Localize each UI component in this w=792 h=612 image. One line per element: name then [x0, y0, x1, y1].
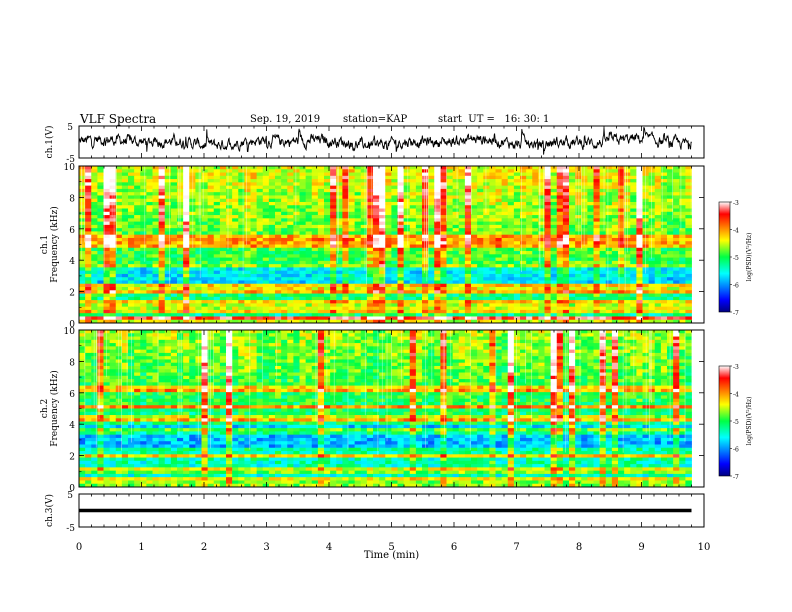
channel-2-spectrogram-image	[79, 330, 692, 488]
colorbar-tick-label: -4	[733, 392, 739, 399]
x-tick-label: 1	[138, 542, 144, 553]
y-tick-label: 5	[67, 491, 73, 501]
x-tick-label: 5	[388, 542, 394, 553]
channel-2-frequency-axis-label: Frequency (kHz)	[49, 370, 60, 447]
y-tick-label: 0	[69, 320, 75, 330]
y-tick-label: 4	[69, 257, 75, 267]
x-tick-label: 10	[698, 542, 711, 553]
y-tick-label: 2	[69, 453, 75, 463]
colorbar-tick-label: -6	[733, 447, 739, 454]
x-tick-label: 4	[326, 542, 332, 553]
y-tick-label: 8	[69, 358, 75, 368]
y-tick-label: 10	[64, 163, 76, 173]
channel-3-voltage-label: ch.3(V)	[44, 494, 55, 527]
colorbar-tick-label: -5	[733, 419, 739, 426]
y-tick-label: 6	[69, 390, 75, 400]
channel-1-name-label: ch.1	[40, 235, 50, 254]
x-tick-label: 0	[76, 542, 82, 553]
x-tick-label: 2	[201, 542, 207, 553]
x-tick-label: 6	[451, 542, 457, 553]
x-tick-label: 9	[638, 542, 644, 553]
colorbar-tick-label: -3	[733, 200, 739, 207]
y-tick-label: 4	[69, 421, 75, 431]
date-label: Sep. 19, 2019	[250, 114, 321, 125]
channel-2-colorbar-label: log(PSD)(V²/Hz)	[746, 397, 753, 446]
x-tick-label: 3	[263, 542, 269, 553]
channel-1-spectrogram-image	[79, 166, 692, 324]
colorbar-tick-label: -5	[733, 255, 739, 262]
colorbar-tick-label: -7	[733, 310, 739, 317]
channel-2-name-label: ch.2	[40, 399, 50, 418]
channel-1-frequency-axis-label: Frequency (kHz)	[49, 206, 60, 283]
channel-2-colorbar	[718, 365, 731, 477]
y-tick-label: 10	[64, 327, 76, 337]
x-tick-label: 7	[513, 542, 519, 553]
panel-2-x-ticks	[78, 166, 705, 323]
x-tick-label: 8	[576, 542, 582, 553]
channel-1-colorbar-label: log(PSD)(V²/Hz)	[746, 233, 753, 282]
y-tick-label: 0	[69, 484, 75, 494]
figure-title: VLF Spectra	[80, 112, 157, 126]
y-tick-label: -5	[66, 155, 75, 165]
station-label: station=KAP	[343, 114, 408, 125]
x-axis-label: Time (min)	[364, 550, 419, 561]
colorbar-tick-label: -6	[733, 283, 739, 290]
y-tick-label: 8	[69, 194, 75, 204]
panel-3-x-ticks	[78, 330, 705, 487]
colorbar-tick-label: -7	[733, 474, 739, 481]
start-time-label: start UT = 16: 30: 1	[438, 114, 550, 125]
colorbar-tick-label: -4	[733, 228, 739, 235]
y-tick-label: -5	[66, 524, 75, 534]
y-tick-label: 5	[67, 123, 73, 133]
colorbar-tick-label: -3	[733, 364, 739, 371]
channel-1-trace	[78, 126, 692, 155]
channel-1-voltage-label: ch.1(V)	[44, 126, 55, 159]
panel-1-x-ticks	[78, 126, 705, 158]
channel-1-colorbar	[718, 201, 731, 313]
y-tick-label: 6	[69, 226, 75, 236]
panel-4-x-ticks	[78, 494, 705, 527]
y-tick-label: 2	[69, 289, 75, 299]
